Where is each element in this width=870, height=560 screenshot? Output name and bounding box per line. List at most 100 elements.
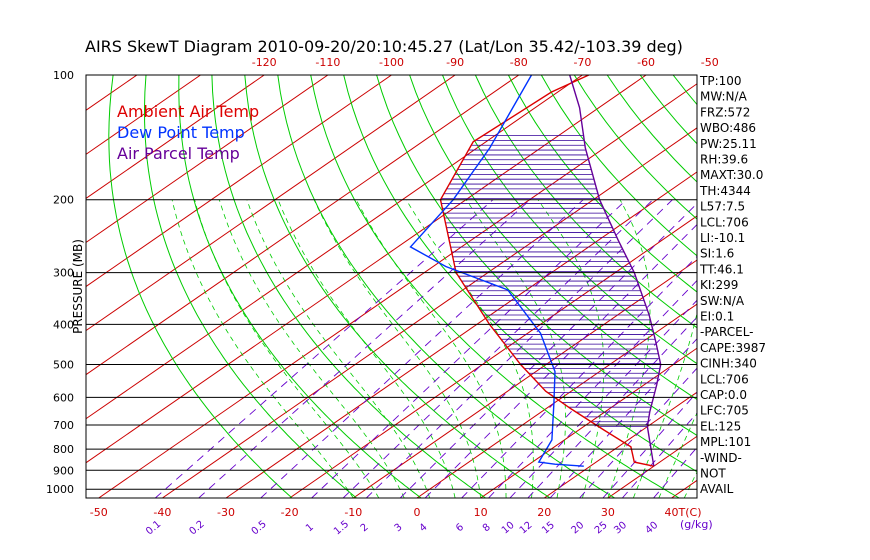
index-value: LCL:706 — [700, 372, 749, 386]
index-value: WBO:486 — [700, 121, 756, 135]
dry-adiabat-line — [442, 75, 697, 365]
pressure-tick-label: 600 — [53, 391, 74, 404]
y-axis-label: PRESSURE (MB) — [71, 239, 85, 334]
mixing-ratio-label: 8 — [481, 522, 493, 535]
index-value: MAXT:30.0 — [700, 168, 763, 182]
moist-adiabat-line — [246, 199, 431, 498]
isotherm-line — [86, 75, 456, 332]
bottom-temp-tick-label: 10 — [474, 506, 488, 519]
top-temp-tick-label: -60 — [637, 56, 655, 69]
moist-adiabat-line — [313, 199, 481, 498]
bottom-temp-tick-label: -20 — [281, 506, 299, 519]
index-value: RH:39.6 — [700, 153, 748, 167]
index-value: LFC:705 — [700, 404, 749, 418]
index-value: SW:N/A — [700, 294, 745, 308]
bottom-temp-tick-label: 30 — [601, 506, 615, 519]
index-value: SI:1.6 — [700, 247, 734, 261]
dry-adiabat-line — [540, 75, 697, 257]
isotherm-line — [289, 215, 697, 498]
moist-adiabat-line — [607, 199, 651, 498]
mixing-ratio-line — [342, 199, 654, 498]
legend-entry: Ambient Air Temp — [117, 102, 259, 121]
index-value: -WIND- — [700, 451, 742, 465]
moist-adiabat-line — [194, 199, 380, 498]
dry-adiabat-line — [143, 75, 357, 498]
isotherm-line — [86, 75, 329, 244]
isotherm-line — [86, 75, 520, 376]
pressure-tick-label: 500 — [53, 359, 74, 372]
pressure-tick-label: 1000 — [46, 483, 74, 496]
moist-adiabat-line — [277, 199, 456, 498]
mixing-ratio-line — [549, 338, 697, 498]
dry-adiabat-line — [310, 75, 680, 498]
isotherm-line — [416, 303, 697, 498]
pressure-tick-label: 700 — [53, 419, 74, 432]
mixing-ratio-line — [198, 199, 531, 498]
moist-adiabat-line — [355, 199, 507, 498]
plot-frame — [85, 74, 698, 499]
bottom-temp-tick-label: 20 — [537, 506, 551, 519]
legend-entry: Dew Point Temp — [117, 123, 245, 142]
isotherm-line — [543, 391, 697, 498]
index-value: -PARCEL- — [700, 325, 754, 339]
pressure-tick-label: 100 — [53, 69, 74, 82]
moist-adiabat-line — [171, 199, 354, 498]
top-temp-tick-label: -70 — [573, 56, 591, 69]
dry-adiabat-line — [178, 75, 422, 498]
series-line-air-parcel-temp — [569, 75, 662, 467]
bottom-temp-tick-label: -40 — [153, 506, 171, 519]
dry-adiabat-line — [343, 75, 697, 473]
index-value: LCL:706 — [700, 215, 749, 229]
moist-adiabat-line — [218, 199, 405, 498]
index-value: CAPE:3987 — [700, 341, 766, 355]
pressure-tick-label: 300 — [53, 267, 74, 280]
index-value: MW:N/A — [700, 90, 748, 104]
moist-adiabat-line — [633, 311, 697, 498]
index-value: LI:-10.1 — [700, 231, 745, 245]
mixing-ratio-line — [260, 199, 584, 498]
index-value: CINH:340 — [700, 357, 757, 371]
isotherm-line — [86, 75, 265, 199]
bottom-temp-tick-label: 40 — [665, 506, 679, 519]
index-value: KI:299 — [700, 278, 738, 292]
top-temp-tick-label: -50 — [701, 56, 719, 69]
dry-adiabat-line — [474, 75, 697, 329]
moist-adiabat-line — [658, 411, 697, 498]
pressure-tick-label: 900 — [53, 464, 74, 477]
isotherm-line — [353, 259, 697, 498]
mixing-ratio-label: 1 — [304, 522, 316, 535]
index-value: EL:125 — [700, 419, 741, 433]
legend: Ambient Air Temp Dew Point Temp Air Parcel… — [117, 102, 259, 163]
dry-adiabat-line — [507, 75, 697, 293]
index-value: CAP:0.0 — [700, 388, 747, 402]
dry-adiabat-line — [409, 75, 697, 401]
isotherm-line — [225, 171, 697, 498]
isotherm-line — [480, 347, 697, 498]
index-value: TH:4344 — [699, 184, 751, 198]
isotherm-line — [162, 127, 697, 498]
isotherm-line — [86, 75, 392, 288]
index-value: TT:46.1 — [699, 262, 744, 276]
index-value: TP:100 — [699, 74, 742, 88]
mixing-ratio-label: 3 — [393, 522, 405, 535]
index-value: EI:0.1 — [700, 310, 734, 324]
bottom-temp-tick-label: -30 — [217, 506, 235, 519]
bottom-temp-tick-label: 0 — [413, 506, 420, 519]
pressure-tick-label: 800 — [53, 443, 74, 456]
top-temp-tick-label: -90 — [446, 56, 464, 69]
dry-adiabat-line — [244, 75, 551, 498]
pressure-tick-label: 200 — [53, 194, 74, 207]
grid-lines — [86, 75, 697, 498]
bottom-unit-label: T(C) — [678, 506, 702, 519]
plot-border — [85, 74, 698, 499]
mixing-ratio-line — [311, 199, 627, 498]
top-temp-tick-label: -120 — [252, 56, 277, 69]
index-value: FRZ:572 — [700, 105, 750, 119]
mixing-unit-label: (g/kg) — [680, 518, 713, 531]
dry-adiabat-line — [211, 75, 486, 498]
moist-adiabat-line — [405, 199, 534, 498]
mixing-ratio-label: 6 — [454, 522, 466, 535]
bottom-temp-tick-label: -10 — [344, 506, 362, 519]
